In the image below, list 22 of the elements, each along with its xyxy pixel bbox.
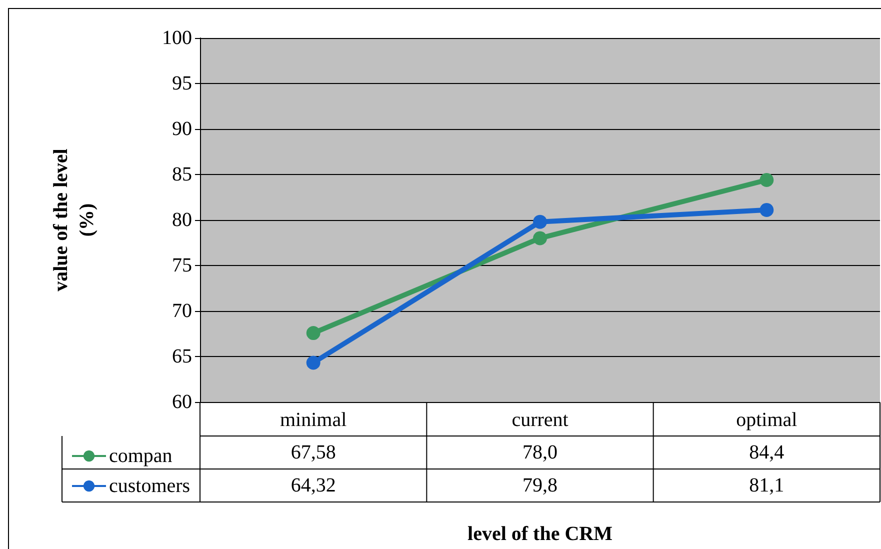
- x-tick-label: current: [512, 409, 569, 431]
- y-tick-label: 90: [172, 118, 192, 140]
- y-tick-label: 85: [172, 164, 192, 186]
- x-axis-title: level of the CRM: [468, 523, 613, 545]
- legend-label: customers: [109, 475, 190, 497]
- y-tick-label: 65: [172, 346, 192, 368]
- x-tick-label: minimal: [280, 409, 348, 431]
- y-tick-label: 70: [172, 300, 192, 322]
- data-label: 81,1: [749, 474, 784, 496]
- y-tick-label: 100: [162, 27, 192, 49]
- data-label: 78,0: [522, 442, 558, 464]
- y-tick-label: 95: [172, 72, 192, 94]
- data-label: 79,8: [522, 474, 558, 496]
- legend-label: compan: [109, 445, 172, 467]
- data-label: 64,32: [290, 474, 336, 496]
- data-label: 84,4: [749, 442, 784, 464]
- y-tick-label: 60: [172, 391, 192, 413]
- y-tick-label: 80: [172, 209, 192, 231]
- y-tick-label: 75: [172, 254, 192, 276]
- x-tick-label: optimal: [736, 409, 798, 431]
- data-label: 67,58: [290, 442, 336, 464]
- y-axis-title: value of the level (%): [50, 148, 98, 292]
